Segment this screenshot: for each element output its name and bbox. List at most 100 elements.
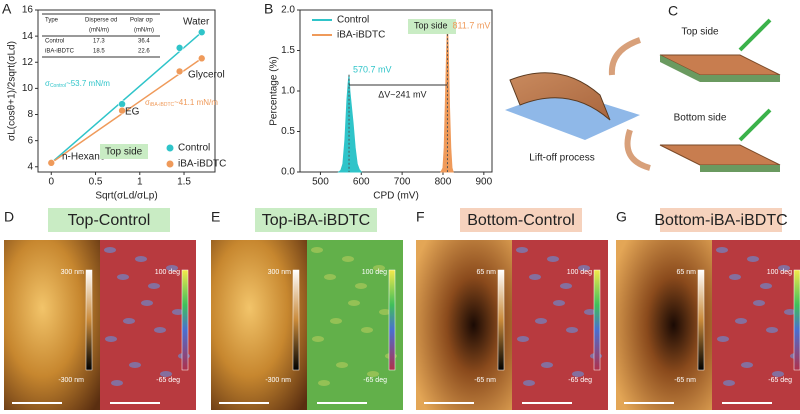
x-tick-label: 700 [394,177,411,188]
table-cell: 18.5 [93,49,105,55]
texture [578,265,590,271]
arrow [608,37,642,76]
annotation: Glycerol [188,70,225,81]
texture [778,265,790,271]
title-badge [48,208,170,232]
texture [123,318,135,324]
texture [117,274,129,280]
texture [517,336,529,342]
texture [560,283,572,289]
colorbar [697,269,705,371]
bottom-film [659,144,781,166]
colorbar-label: -65 nm [474,377,496,384]
point [175,67,184,76]
area [440,22,454,173]
texture [160,371,172,377]
texture [348,300,360,306]
texture [141,300,153,306]
table-unit: (mN/m) [89,28,109,34]
x-tick-label: 600 [353,177,370,188]
texture [355,283,367,289]
afm-panel: F Bottom-Control 65 nm -65 nm 100 deg -65 deg [416,208,608,410]
colorbar [593,269,601,371]
texture [342,256,354,262]
texture [154,327,166,333]
y-tick-label: 0.5 [281,126,295,137]
x-axis-label: Sqrt(σLd/σLp) [95,191,157,202]
texture [336,362,348,368]
y-tick-label: 0.0 [281,167,295,178]
x-tick-label: 1 [137,177,143,188]
panel-letter: C [668,3,678,19]
legend-label: Control [178,143,210,154]
texture [105,336,117,342]
texture [373,265,385,271]
y-tick-label: 6 [27,135,33,146]
film [509,72,611,121]
colorbar-label: 100 deg [767,269,792,276]
texture [547,256,559,262]
fit-label: σControl~53.7 mN/m [45,79,110,89]
fit-label-part: σ [45,79,50,88]
texture [135,256,147,262]
colorbar [793,269,800,371]
point [47,159,56,167]
x-tick-label: 0 [48,177,54,188]
annotation: EG [125,107,140,118]
texture [129,362,141,368]
x-axis-label: CPD (mV) [373,191,419,202]
panel-title: Top-Control [68,212,151,229]
fit-label-part: ~53.7 mN/m [66,79,110,88]
panel-c: C Top side Bottom side Lift-off process [505,3,781,172]
tip [738,18,772,52]
y-tick-label: 8 [27,109,33,120]
texture [741,362,753,368]
texture [566,327,578,333]
colorbar-label: 65 nm [477,269,497,276]
badge [408,19,456,34]
colorbar-label: 100 deg [362,269,387,276]
texture [379,309,391,315]
panel-title: Bottom-Control [467,212,575,229]
texture [166,265,178,271]
height-image [211,240,307,410]
y-tick-label: 1.0 [281,86,295,97]
table-cell: 17.3 [93,39,105,45]
annotation: Water [183,17,210,28]
point [197,54,206,63]
annotation: ΔV~241 mV [378,89,426,99]
texture [148,283,160,289]
table-cell: 22.6 [138,49,150,55]
texture [766,327,778,333]
y-axis-label: σL(cosθ+1)/2sqrt(σLd) [7,41,18,141]
colorbar [181,269,189,371]
y-tick-label: 1.5 [281,45,295,56]
colorbar-label: 65 nm [677,269,697,276]
afm-panel: G Bottom-iBA-iBDTC 65 nm -65 nm 100 deg -65 d… [616,208,800,410]
fit-label-part: σ [145,98,150,107]
title-badge [255,208,377,232]
colorbar-label: -300 nm [58,377,84,384]
texture [717,336,729,342]
texture [104,247,116,253]
texture [772,371,784,377]
legend-label: Control [337,15,369,26]
height-image [416,240,512,410]
afm-panel: E Top-iBA-iBDTC 300 nm -300 nm 100 deg -65 de… [211,208,403,410]
texture [361,327,373,333]
colorbar [388,269,396,371]
texture [367,371,379,377]
texture [324,274,336,280]
colorbar-label: 100 deg [155,269,180,276]
colorbar-label: 100 deg [567,269,592,276]
texture [553,300,565,306]
table-header: Polar σp [130,18,153,24]
table-cell: iBA-iBDTC [45,49,75,55]
colorbar [85,269,93,371]
height-image [4,240,100,410]
texture [523,380,535,386]
panel-letter: B [264,1,273,17]
fit-label: σiBA-iBDTC~41.1 mN/m [145,98,218,108]
texture [584,309,596,315]
